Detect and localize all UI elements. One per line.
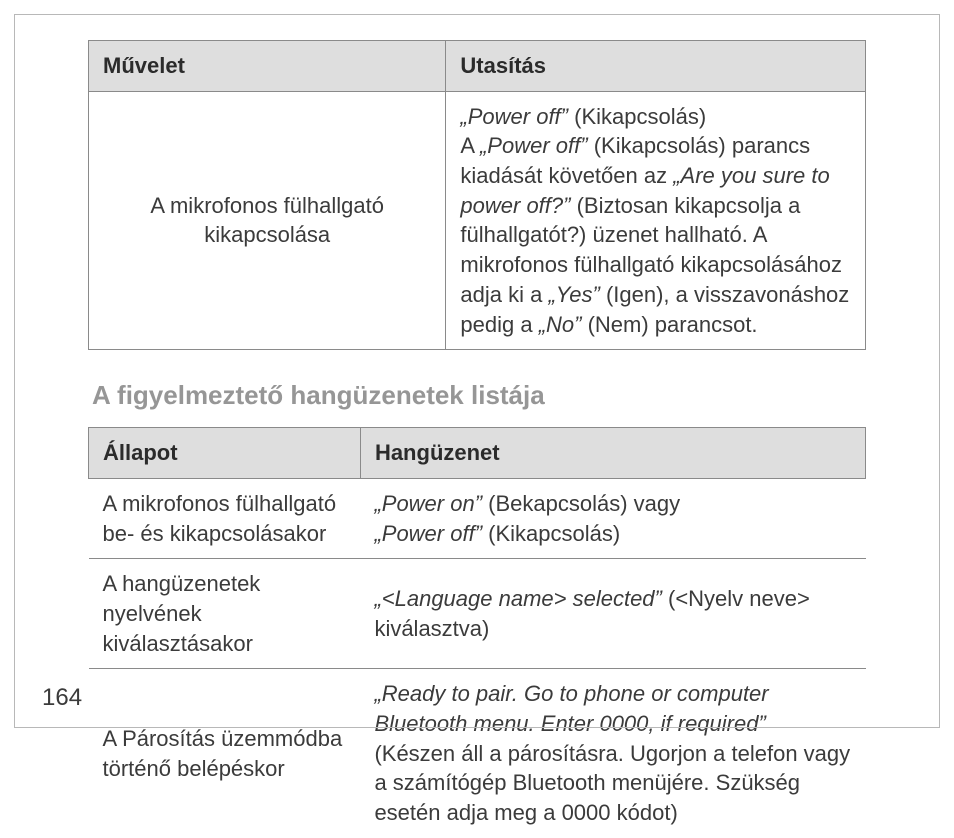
header-muvelet: Művelet	[89, 41, 446, 92]
page-number: 164	[42, 682, 82, 714]
cell-status: A Párosítás üzemmódba történő belépéskor	[89, 669, 361, 838]
table-row: A mikrofonos fülhallgató be- és kikapcso…	[89, 478, 866, 558]
table-row: A Párosítás üzemmódba történő belépéskor…	[89, 669, 866, 838]
cell-status: A hangüzenetek nyelvének kiválasztásakor	[89, 559, 361, 669]
action-instruction-table: Művelet Utasítás A mikrofonos fülhallgat…	[88, 40, 866, 350]
cell-instruction: „Power off” (Kikapcsolás)A „Power off” (…	[446, 91, 866, 350]
cell-voice: „<Language name> selected” (<Nyelv neve>…	[360, 559, 865, 669]
table-row: A hangüzenetek nyelvének kiválasztásakor…	[89, 559, 866, 669]
cell-action: A mikrofonos fülhallgató kikapcsolása	[89, 91, 446, 350]
header-hanguzenet: Hangüzenet	[360, 428, 865, 479]
cell-voice: „Power on” (Bekapcsolás) vagy„Power off”…	[360, 478, 865, 558]
table-header-row: Művelet Utasítás	[89, 41, 866, 92]
header-utasitas: Utasítás	[446, 41, 866, 92]
status-voice-table: Állapot Hangüzenet A mikrofonos fülhallg…	[88, 427, 866, 838]
table-header-row: Állapot Hangüzenet	[89, 428, 866, 479]
cell-voice: „Ready to pair. Go to phone or computer …	[360, 669, 865, 838]
cell-status: A mikrofonos fülhallgató be- és kikapcso…	[89, 478, 361, 558]
header-allapot: Állapot	[89, 428, 361, 479]
section-title: A figyelmeztető hangüzenetek listája	[92, 378, 866, 413]
table-row: A mikrofonos fülhallgató kikapcsolása „P…	[89, 91, 866, 350]
